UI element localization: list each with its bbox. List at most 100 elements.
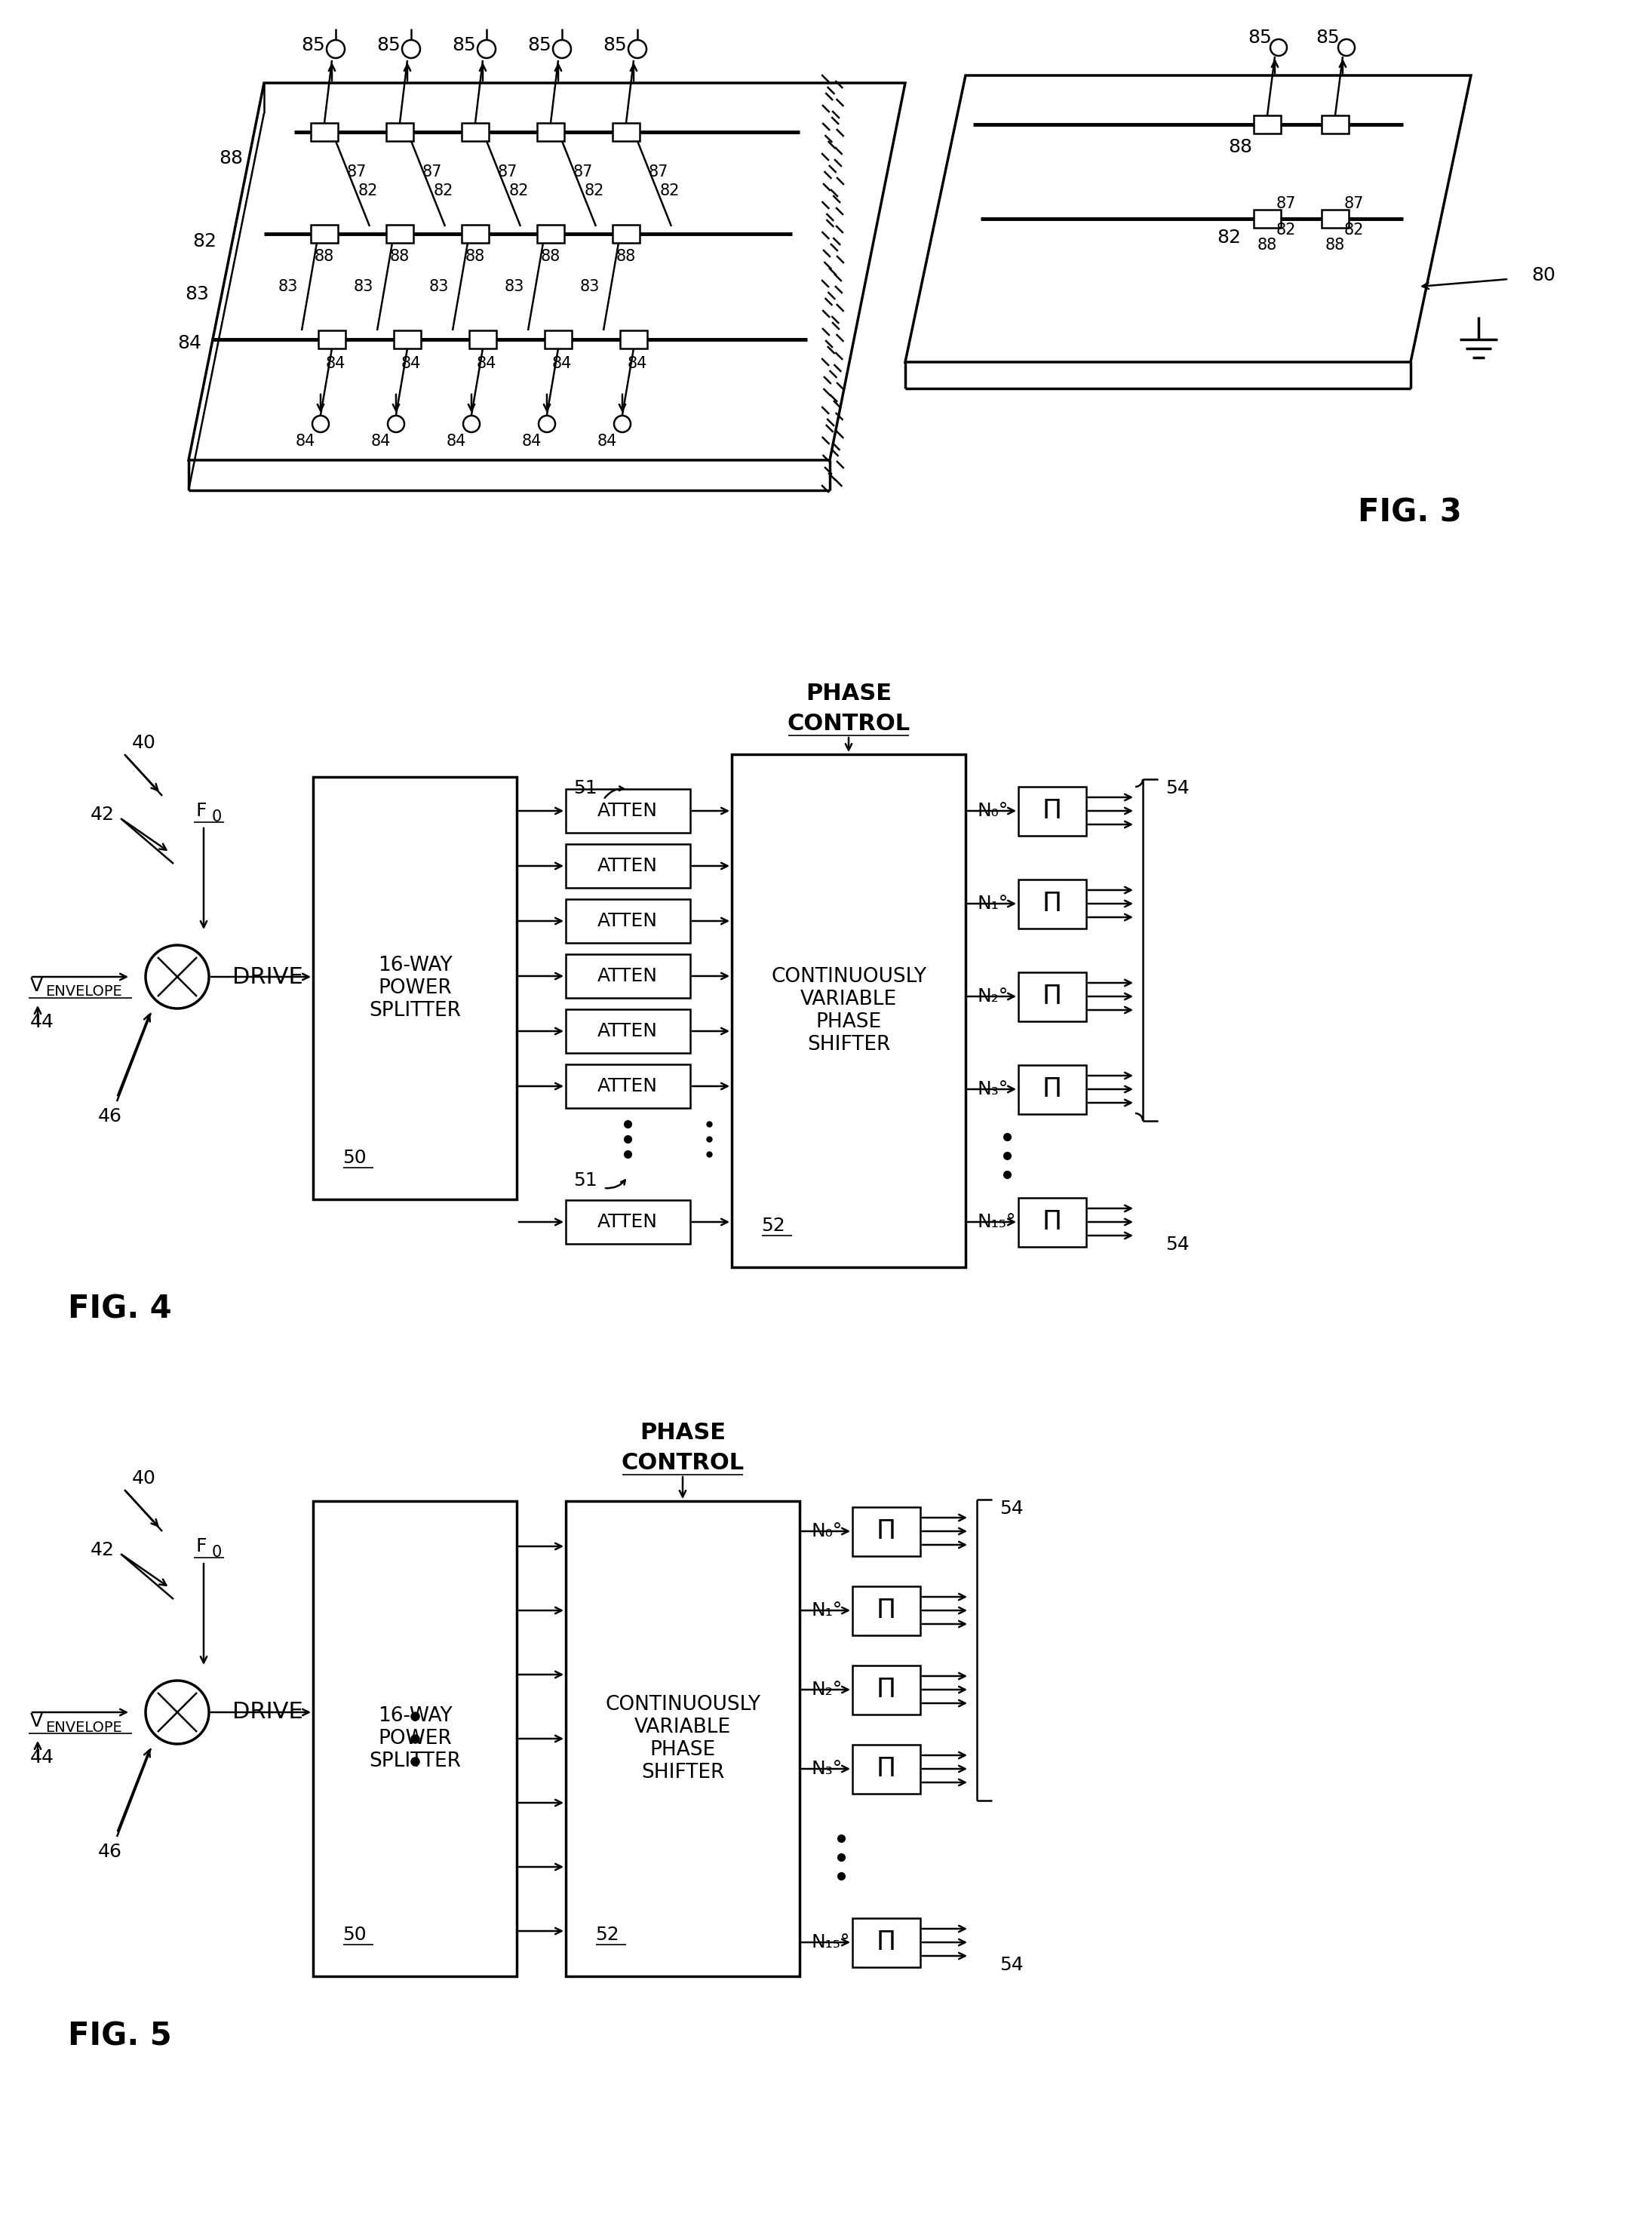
Text: 84: 84 [177,335,202,353]
Text: N₀°: N₀° [976,802,1008,820]
Text: 83: 83 [430,279,449,295]
Bar [1254,210,1280,228]
Bar [565,898,691,943]
Text: FIG. 5: FIG. 5 [68,2020,172,2052]
Text: 85: 85 [377,36,400,54]
Text: ATTEN: ATTEN [598,912,657,930]
Text: 88: 88 [540,248,560,264]
Text: 87: 87 [497,165,517,179]
Bar [565,1010,691,1053]
Text: 82: 82 [1277,224,1297,237]
Text: 88: 88 [390,248,410,264]
Bar [565,1200,691,1245]
Text: Π: Π [1042,798,1062,825]
Text: 16-WAY
POWER
SPLITTER: 16-WAY POWER SPLITTER [368,957,461,1021]
Text: 84: 84 [325,355,345,371]
Text: 82: 82 [585,183,605,199]
Text: N₀°: N₀° [811,1522,843,1540]
Bar [312,1502,517,1976]
Text: 88: 88 [466,248,486,264]
Text: 82: 82 [509,183,529,199]
Text: 46: 46 [97,1844,122,1862]
Text: ATTEN: ATTEN [598,1021,657,1039]
Bar [1018,1198,1087,1247]
Text: 82: 82 [434,183,454,199]
Text: ATTEN: ATTEN [598,968,657,986]
Text: 0: 0 [211,809,221,825]
Text: 82: 82 [1218,228,1241,246]
Text: 85: 85 [301,36,325,54]
Bar [393,331,421,349]
Text: V: V [30,1712,43,1730]
Bar [319,331,345,349]
Text: Π: Π [1042,1077,1062,1102]
Text: 51: 51 [573,1171,596,1189]
Text: 87: 87 [649,165,669,179]
Text: PHASE: PHASE [639,1421,725,1444]
Text: 87: 87 [423,165,443,179]
Text: DRIVE: DRIVE [233,966,304,988]
Text: ENVELOPE: ENVELOPE [45,1721,122,1734]
Text: 83: 83 [278,279,297,295]
Text: 85: 85 [603,36,626,54]
Bar [732,753,965,1267]
Text: 84: 84 [446,434,466,449]
Bar [852,1506,920,1556]
Polygon shape [905,76,1470,362]
Bar [469,331,496,349]
Bar [613,123,639,141]
Text: 51: 51 [573,780,596,798]
Text: 82: 82 [358,183,378,199]
Text: 82: 82 [192,232,216,250]
Text: 42: 42 [91,1542,114,1560]
Text: Π: Π [1042,1209,1062,1234]
Text: 46: 46 [97,1106,122,1126]
Bar [312,778,517,1200]
Text: FIG. 4: FIG. 4 [68,1292,172,1325]
Text: 83: 83 [185,286,208,304]
Bar [620,331,648,349]
Text: 84: 84 [296,434,316,449]
Text: 84: 84 [476,355,497,371]
Bar [311,123,339,141]
Text: V: V [30,977,43,995]
Text: 83: 83 [504,279,524,295]
Text: N₁₅°: N₁₅° [976,1214,1016,1231]
Text: N₂°: N₂° [811,1681,843,1699]
Text: 80: 80 [1531,266,1555,284]
Text: 52: 52 [595,1927,620,1944]
Text: 40: 40 [132,1468,155,1489]
Text: PHASE: PHASE [806,684,892,704]
Bar [565,789,691,834]
Text: ATTEN: ATTEN [598,1214,657,1231]
Bar [1018,972,1087,1021]
Text: 84: 84 [372,434,392,449]
Text: 82: 82 [661,183,681,199]
Text: 44: 44 [30,1748,55,1766]
Text: 84: 84 [401,355,421,371]
Text: 54: 54 [999,1956,1024,1974]
Text: 44: 44 [30,1012,55,1030]
Text: N₁°: N₁° [976,894,1008,912]
Text: CONTROL: CONTROL [621,1453,743,1475]
Text: 50: 50 [342,1149,367,1167]
Text: 88: 88 [218,150,243,168]
Text: 83: 83 [580,279,600,295]
Bar [1322,116,1348,134]
Bar [613,226,639,244]
Bar [852,1665,920,1714]
Text: Π: Π [877,1929,895,1956]
Bar [565,845,691,887]
Bar [1322,210,1348,228]
Bar [1018,787,1087,836]
Text: 88: 88 [1227,139,1252,156]
Text: 84: 84 [598,434,618,449]
Text: 50: 50 [342,1927,367,1944]
Text: N₃°: N₃° [976,1080,1008,1097]
Text: F: F [197,1538,206,1556]
Text: N₁₅°: N₁₅° [811,1933,849,1951]
Text: 54: 54 [1165,1236,1189,1254]
Bar [852,1918,920,1967]
Text: 87: 87 [573,165,593,179]
Text: Π: Π [1042,983,1062,1010]
